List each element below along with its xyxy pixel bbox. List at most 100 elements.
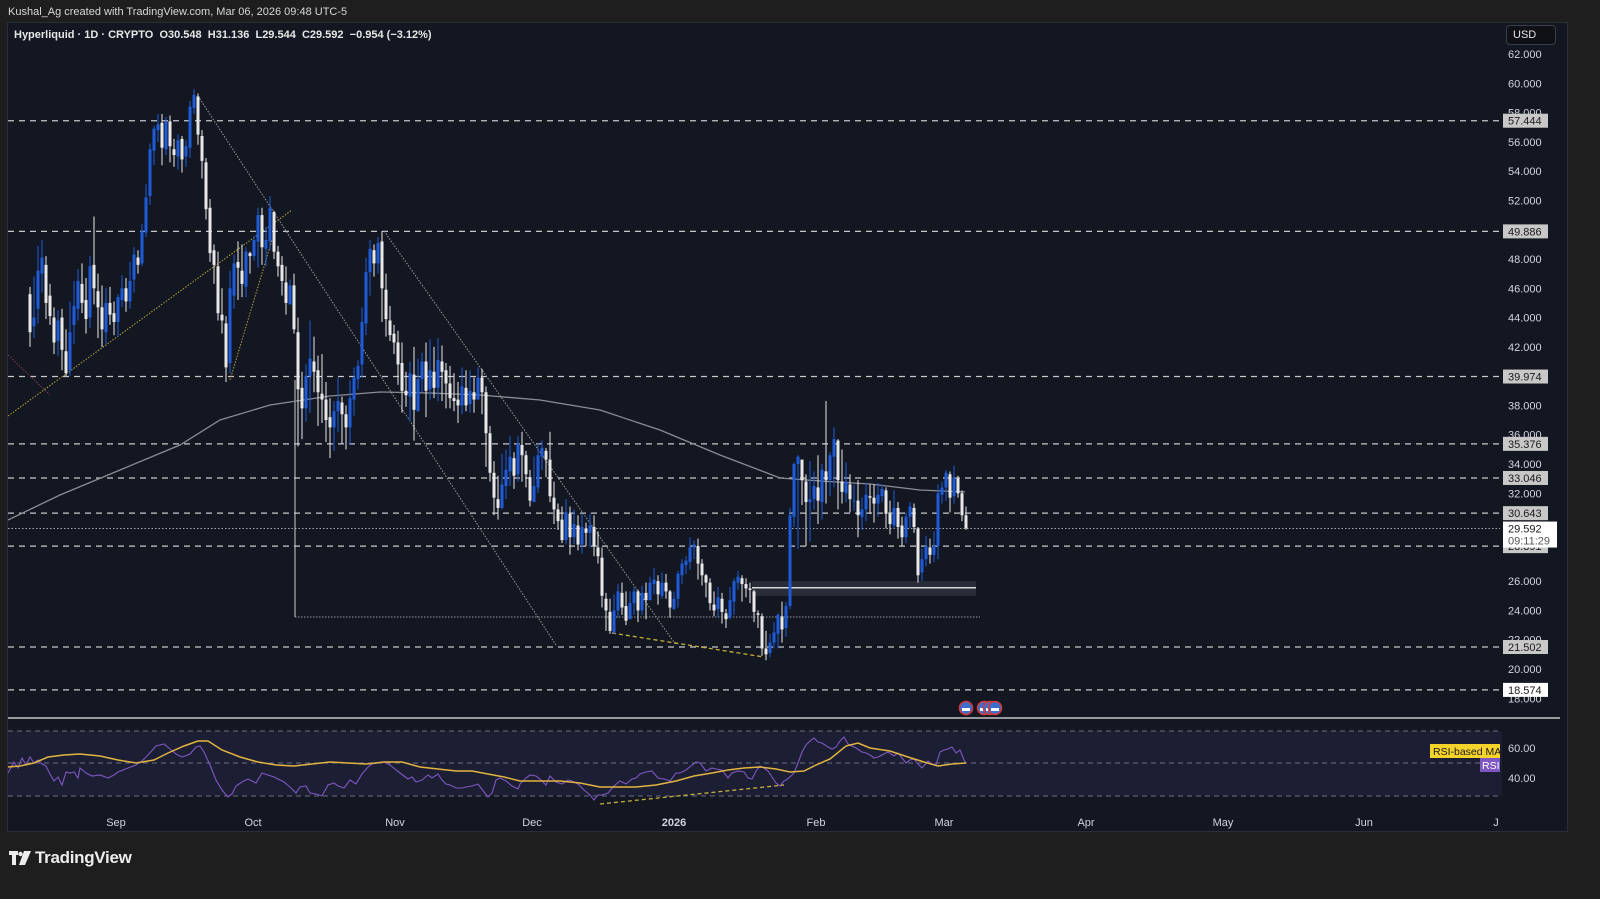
bearish-candle <box>448 383 452 399</box>
bearish-candle <box>868 496 872 498</box>
bullish-candle <box>468 390 472 404</box>
chart-area[interactable] <box>7 22 1568 832</box>
level-price-tag <box>1503 506 1548 521</box>
time-axis-label: Apr <box>1077 817 1094 829</box>
bearish-candle <box>396 342 400 365</box>
bearish-candle <box>744 584 748 589</box>
price-axis-label: 34.000 <box>1508 459 1542 471</box>
bullish-candle <box>932 546 936 555</box>
bearish-candle <box>424 361 428 391</box>
bullish-candle <box>416 379 420 412</box>
bullish-candle <box>680 563 684 576</box>
bearish-candle <box>472 392 476 400</box>
bullish-candle <box>56 320 60 342</box>
bearish-candle <box>900 525 904 538</box>
time-axis-label: May <box>1213 817 1234 829</box>
bullish-candle <box>640 592 644 611</box>
drawing-trend-yellow-dotted[interactable] <box>229 239 273 381</box>
bearish-candle <box>404 390 408 396</box>
rsi-divergence-line[interactable] <box>599 784 785 805</box>
bullish-candle <box>308 358 312 377</box>
bearish-candle <box>204 162 208 210</box>
bearish-candle <box>248 253 252 257</box>
bearish-candle <box>780 616 784 630</box>
drawing-trend-white[interactable] <box>383 230 677 646</box>
bearish-candle <box>712 604 716 611</box>
bullish-candle <box>728 600 732 618</box>
bearish-candle <box>92 264 96 289</box>
rsi-ma-line[interactable] <box>7 740 967 788</box>
moving-average-line[interactable] <box>7 391 966 521</box>
bullish-candle <box>832 439 836 457</box>
bullish-candle <box>660 582 664 596</box>
bullish-candle <box>460 386 464 406</box>
bearish-candle <box>816 487 820 501</box>
bullish-candle <box>564 512 568 541</box>
bullish-candle <box>268 207 272 242</box>
time-axis-label: Feb <box>807 817 826 829</box>
drawing-trend-white[interactable] <box>197 95 557 646</box>
bullish-candle <box>952 477 956 497</box>
bearish-candle <box>700 563 704 576</box>
bullish-candle <box>120 288 124 301</box>
bullish-candle <box>72 305 76 325</box>
time-axis-label: Nov <box>385 817 405 829</box>
price-axis-label: 26.000 <box>1508 576 1542 588</box>
bullish-candle <box>188 106 192 148</box>
bearish-candle <box>412 374 416 410</box>
bearish-candle <box>560 519 564 541</box>
bearish-candle <box>836 440 840 481</box>
rsi-line[interactable] <box>7 736 967 801</box>
bullish-candle <box>32 317 36 327</box>
bearish-candle <box>44 264 48 303</box>
bullish-candle <box>132 254 136 280</box>
drawing-yellow-dashed[interactable] <box>611 632 765 658</box>
time-axis-label: Sep <box>106 817 126 829</box>
time-axis-label: Dec <box>522 817 542 829</box>
bearish-candle <box>464 387 468 406</box>
currency-label: USD <box>1513 29 1537 41</box>
bearish-candle <box>592 526 596 547</box>
us-flag-stripe-icon <box>991 708 999 711</box>
bullish-candle <box>336 401 340 412</box>
drawing-red-dotted[interactable] <box>7 354 51 396</box>
bearish-candle <box>240 270 244 284</box>
bullish-candle <box>516 443 520 475</box>
level-price-label: 21.502 <box>1508 642 1542 654</box>
level-price-label: 49.886 <box>1508 226 1542 238</box>
price-axis-label: 20.000 <box>1508 664 1542 676</box>
bullish-candle <box>808 499 812 503</box>
bearish-candle <box>748 588 752 590</box>
bullish-candle <box>732 581 736 602</box>
level-price-tag <box>1503 436 1548 451</box>
bearish-candle <box>236 261 240 268</box>
bullish-candle <box>924 546 928 560</box>
bearish-candle <box>896 507 900 527</box>
bullish-candle <box>844 481 848 494</box>
bearish-candle <box>324 399 328 421</box>
bearish-candle <box>916 528 920 576</box>
bearish-candle <box>444 370 448 384</box>
bullish-candle <box>152 128 156 151</box>
level-price-tag <box>1503 224 1548 239</box>
drawing-trend-yellow-dotted[interactable] <box>7 209 293 417</box>
bullish-candle <box>716 597 720 609</box>
bearish-candle <box>620 592 624 608</box>
bullish-candle <box>40 257 44 274</box>
bearish-candle <box>752 591 756 612</box>
bearish-candle <box>180 138 184 160</box>
bearish-candle <box>212 250 216 265</box>
currency-selector-button[interactable]: USD <box>1506 25 1556 45</box>
bearish-candle <box>644 592 648 601</box>
bullish-candle <box>252 239 256 257</box>
bullish-candle <box>880 488 884 497</box>
price-axis-label: 32.000 <box>1508 488 1542 500</box>
bearish-candle <box>544 450 548 460</box>
time-axis-label: Mar <box>935 817 954 829</box>
bullish-candle <box>368 248 372 273</box>
bearish-candle <box>484 392 488 434</box>
bearish-candle <box>52 317 56 343</box>
bullish-candle <box>788 515 792 607</box>
bullish-candle <box>944 472 948 488</box>
